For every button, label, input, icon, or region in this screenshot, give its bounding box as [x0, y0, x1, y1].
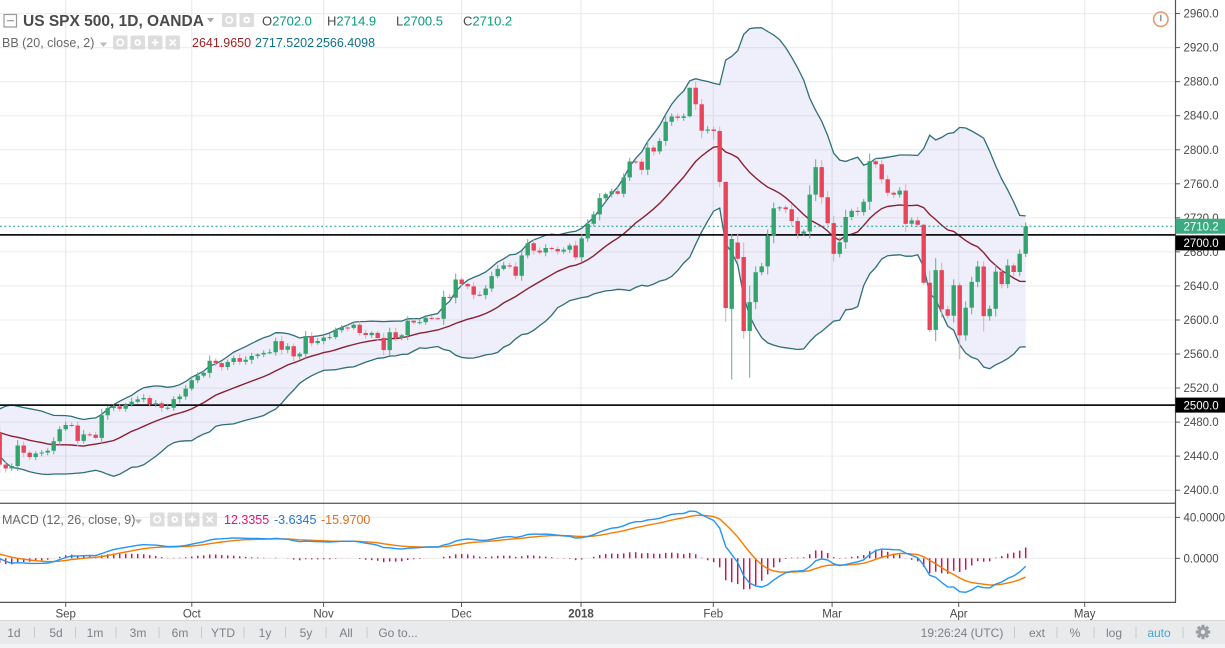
svg-text:MACD (12, 26, close, 9): MACD (12, 26, close, 9): [2, 513, 135, 527]
svg-text:C2710.2: C2710.2: [463, 14, 512, 29]
svg-text:ext: ext: [1029, 626, 1046, 640]
svg-text:%: %: [1070, 626, 1081, 640]
svg-text:L2700.5: L2700.5: [396, 14, 443, 29]
svg-text:3m: 3m: [130, 626, 147, 640]
svg-text:1m: 1m: [87, 626, 104, 640]
svg-text:auto: auto: [1147, 626, 1171, 640]
svg-text:O2702.0: O2702.0: [262, 14, 312, 29]
svg-text:-3.6345: -3.6345: [274, 513, 316, 527]
svg-text:2880.0: 2880.0: [1184, 77, 1219, 89]
svg-text:All: All: [339, 626, 352, 640]
svg-text:Nov: Nov: [313, 609, 334, 621]
svg-text:Sep: Sep: [55, 609, 75, 621]
svg-text:Feb: Feb: [703, 609, 723, 621]
svg-text:2520.0: 2520.0: [1184, 383, 1219, 395]
svg-text:Apr: Apr: [950, 609, 968, 621]
svg-text:2840.0: 2840.0: [1184, 111, 1219, 123]
svg-text:log: log: [1106, 626, 1122, 640]
svg-text:Dec: Dec: [451, 609, 472, 621]
svg-text:1d: 1d: [7, 626, 20, 640]
svg-text:-15.9700: -15.9700: [321, 513, 370, 527]
svg-text:2640.0: 2640.0: [1184, 281, 1219, 293]
svg-text:2960.0: 2960.0: [1184, 9, 1219, 21]
svg-text:H2714.9: H2714.9: [327, 14, 376, 29]
svg-text:2400.0: 2400.0: [1184, 485, 1219, 497]
svg-text:5y: 5y: [300, 626, 313, 640]
svg-text:2566.4098: 2566.4098: [316, 36, 375, 50]
svg-text:YTD: YTD: [211, 626, 235, 640]
svg-text:2710.2: 2710.2: [1184, 221, 1219, 233]
svg-text:Oct: Oct: [183, 609, 202, 621]
svg-text:2560.0: 2560.0: [1184, 349, 1219, 361]
svg-text:1y: 1y: [259, 626, 272, 640]
svg-text:2480.0: 2480.0: [1184, 417, 1219, 429]
svg-text:2800.0: 2800.0: [1184, 145, 1219, 157]
svg-text:2641.9650: 2641.9650: [192, 36, 251, 50]
svg-text:BB (20, close, 2): BB (20, close, 2): [2, 36, 94, 50]
svg-text:2500.0: 2500.0: [1184, 400, 1219, 412]
svg-text:5d: 5d: [49, 626, 62, 640]
svg-text:2440.0: 2440.0: [1184, 451, 1219, 463]
svg-text:2920.0: 2920.0: [1184, 43, 1219, 55]
svg-text:19:26:24 (UTC): 19:26:24 (UTC): [921, 626, 1004, 640]
svg-text:2717.5202: 2717.5202: [255, 36, 314, 50]
svg-text:2700.0: 2700.0: [1184, 238, 1219, 250]
svg-text:May: May: [1074, 609, 1096, 621]
svg-text:US SPX 500, 1D, OANDA: US SPX 500, 1D, OANDA: [23, 13, 204, 30]
svg-text:Mar: Mar: [822, 609, 842, 621]
svg-text:Go to...: Go to...: [378, 626, 417, 640]
svg-text:2018: 2018: [568, 609, 594, 621]
svg-text:40.0000: 40.0000: [1184, 512, 1225, 524]
svg-text:12.3355: 12.3355: [224, 513, 269, 527]
svg-text:0.0000: 0.0000: [1184, 553, 1219, 565]
svg-text:2600.0: 2600.0: [1184, 315, 1219, 327]
svg-text:2760.0: 2760.0: [1184, 179, 1219, 191]
svg-text:6m: 6m: [172, 626, 189, 640]
